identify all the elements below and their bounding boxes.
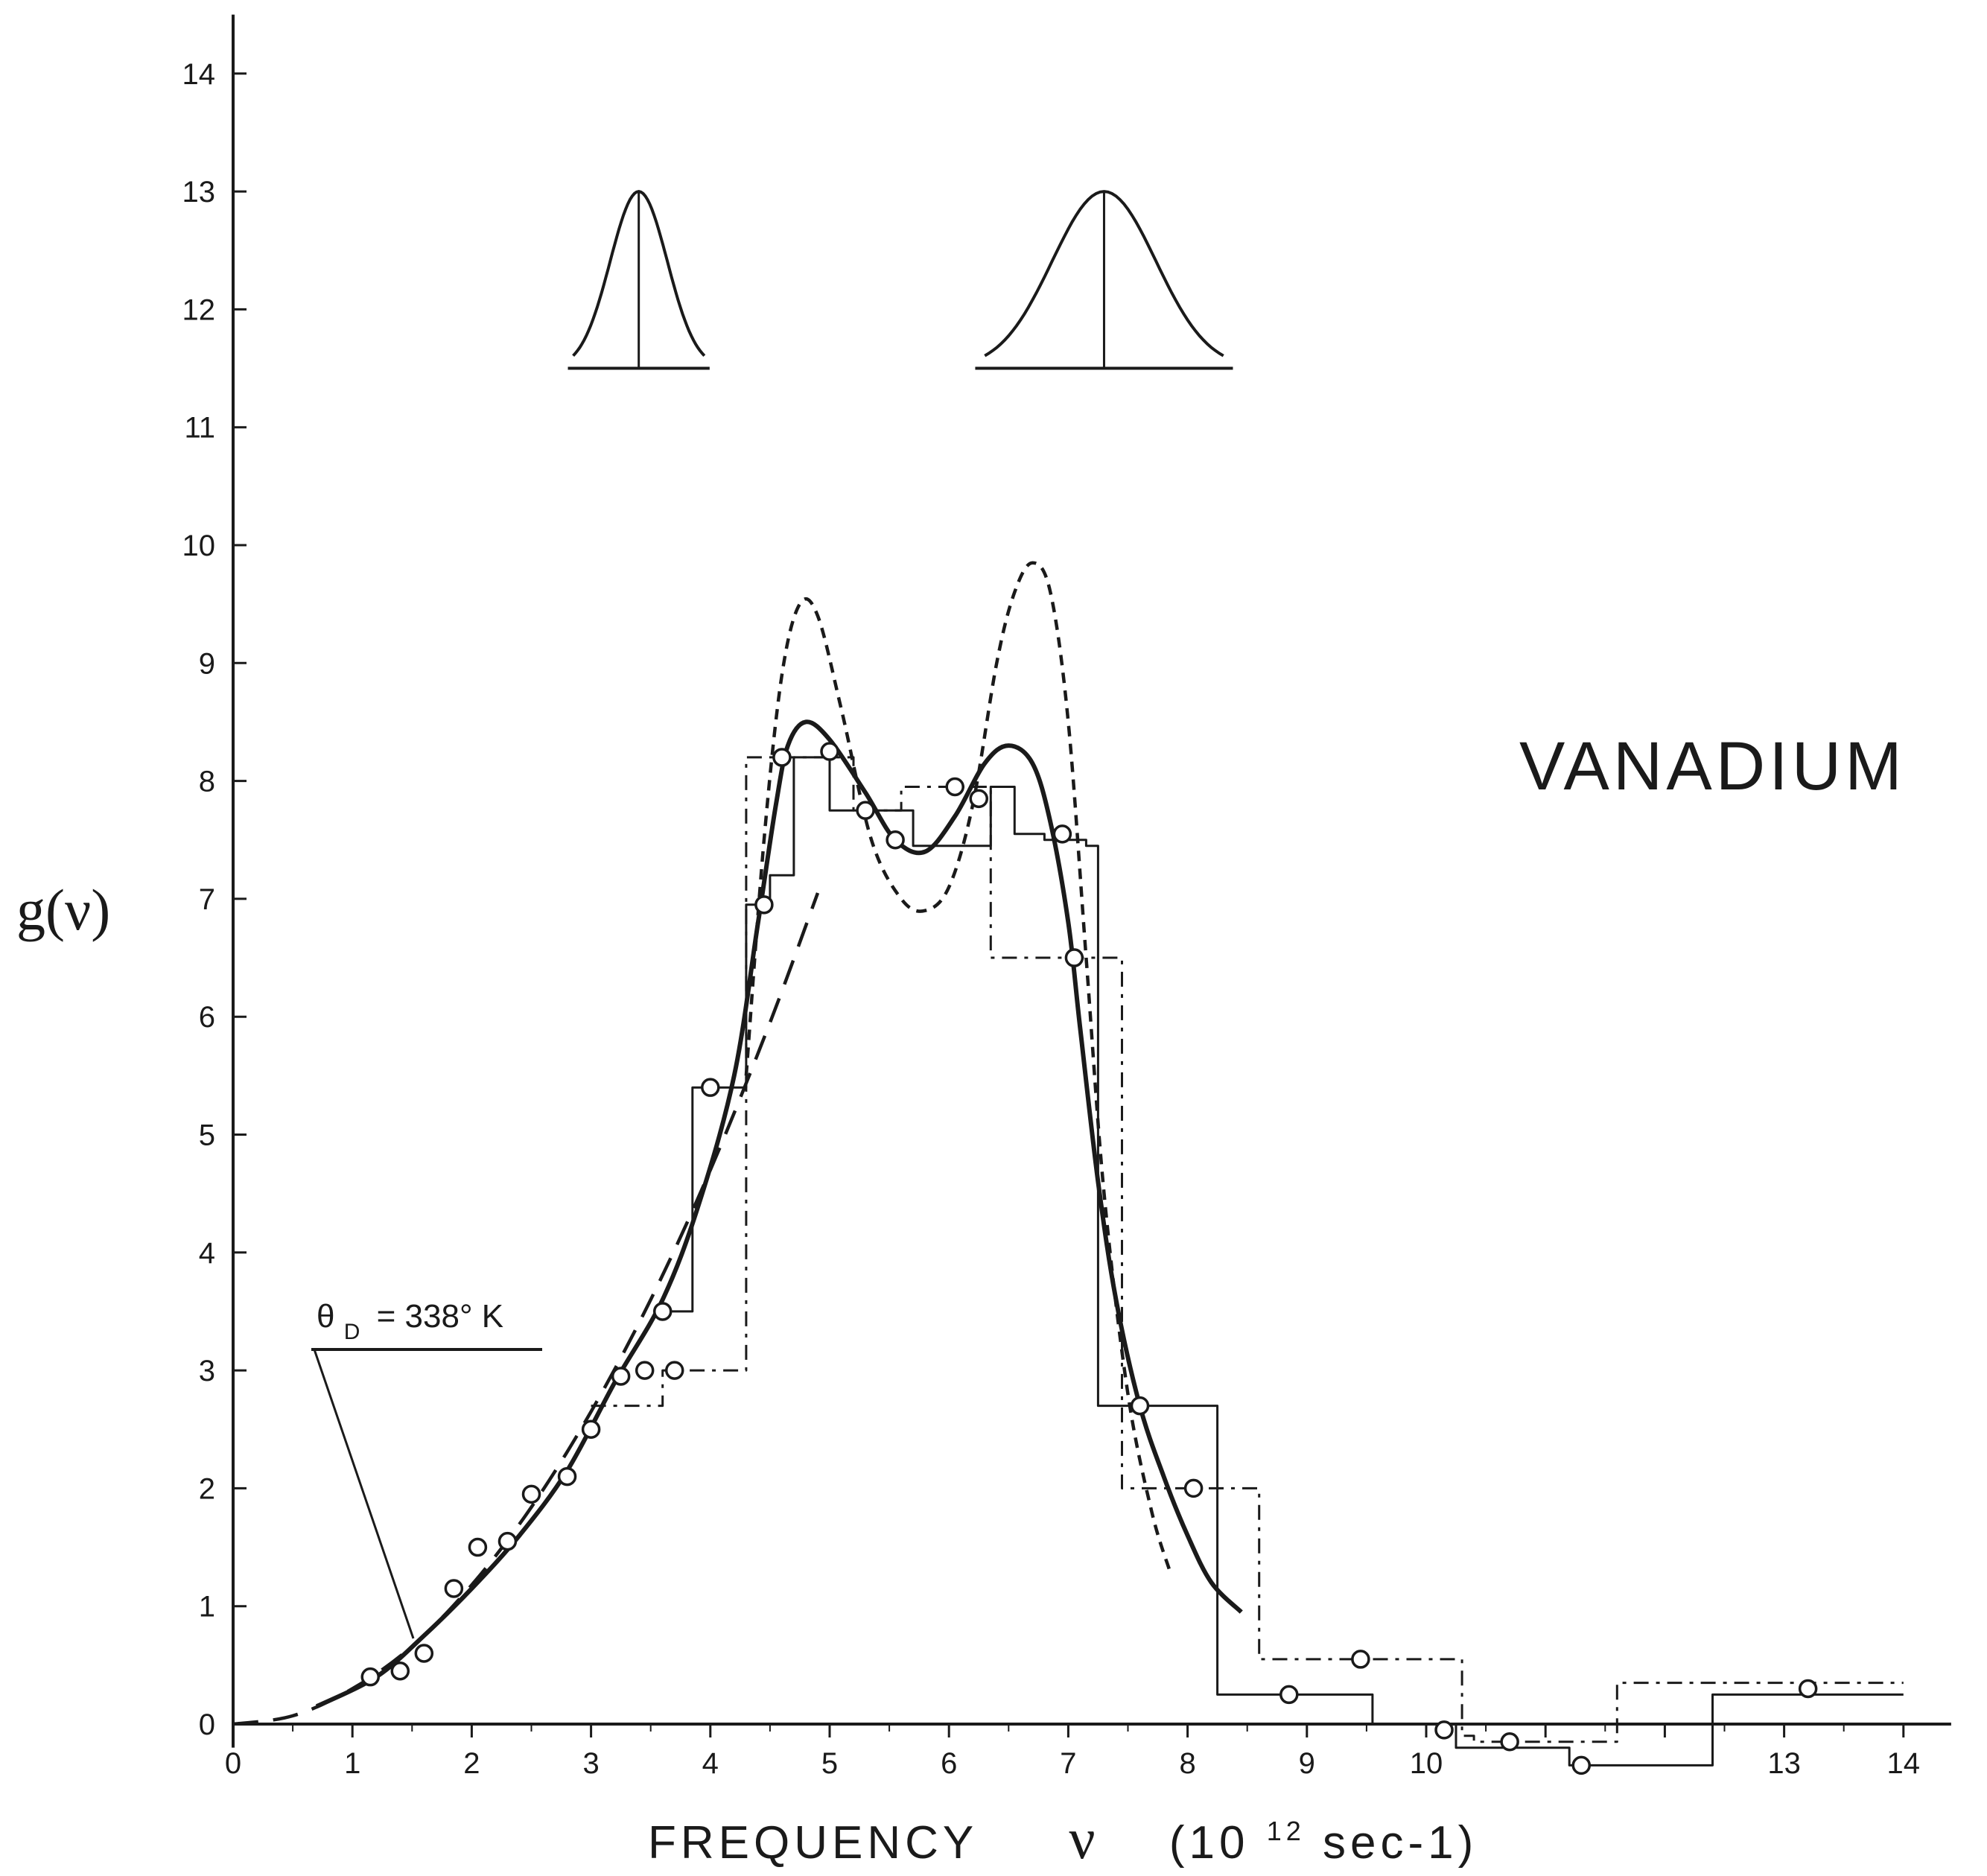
- data-point: [611, 1367, 631, 1386]
- y-tick-label: 14: [182, 58, 216, 91]
- data-point: [664, 1361, 684, 1380]
- data-point: [1798, 1679, 1818, 1699]
- data-point: [390, 1662, 410, 1681]
- data-points: [360, 742, 1818, 1775]
- series-solid-curve: [315, 719, 1243, 1708]
- y-tick-label: 9: [199, 647, 215, 680]
- x-axis-label-unit-open: (10: [1169, 1817, 1250, 1869]
- y-tick-label: 8: [199, 766, 215, 798]
- y-tick-label: 5: [199, 1119, 215, 1152]
- chart-series: [232, 561, 1904, 1767]
- data-point: [1052, 824, 1072, 844]
- x-tick-label: 4: [702, 1747, 719, 1780]
- y-axis-label: g(ν): [16, 877, 110, 942]
- y-tick-label: 0: [199, 1708, 215, 1741]
- x-axis-label-unit-close: sec-1): [1323, 1817, 1478, 1869]
- data-point: [444, 1579, 464, 1598]
- x-tick-label: 13: [1767, 1747, 1801, 1780]
- data-point: [360, 1667, 380, 1687]
- chart-frame: [232, 14, 1951, 1748]
- y-tick-label: 7: [199, 883, 215, 916]
- data-point: [856, 801, 875, 820]
- data-point: [521, 1484, 541, 1504]
- data-point: [701, 1078, 720, 1097]
- data-point: [820, 742, 839, 761]
- x-axis-label-unit-exp: 12: [1267, 1816, 1306, 1846]
- x-tick-label: 2: [463, 1747, 480, 1780]
- x-tick-label: 5: [821, 1747, 838, 1780]
- data-point: [497, 1531, 518, 1551]
- debye-annotation-leader: [313, 1349, 415, 1639]
- data-point: [1571, 1755, 1592, 1775]
- debye-symbol: θ: [317, 1298, 334, 1335]
- x-tick-label: 7: [1060, 1747, 1076, 1780]
- x-tick-label: 6: [941, 1747, 957, 1780]
- data-point: [1434, 1720, 1454, 1740]
- x-tick-label: 1: [344, 1747, 360, 1780]
- data-point: [1500, 1732, 1519, 1752]
- y-tick-label: 10: [182, 530, 216, 562]
- data-point: [414, 1644, 434, 1663]
- x-tick-label: 3: [582, 1747, 599, 1780]
- data-point: [754, 895, 774, 915]
- y-tick-label: 1: [199, 1591, 215, 1624]
- data-point: [1183, 1478, 1204, 1498]
- x-tick-label: 0: [225, 1747, 241, 1780]
- y-tick-label: 4: [199, 1237, 215, 1270]
- x-axis-label: FREQUENCY ν (10 12 sec-1): [648, 1799, 1478, 1871]
- y-tick-label: 13: [182, 176, 216, 209]
- y-tick-label: 2: [199, 1472, 215, 1505]
- data-point: [1279, 1685, 1299, 1705]
- data-point: [886, 830, 905, 850]
- series-dotted-curve: [744, 561, 1171, 1571]
- series-solid-histogram: [662, 756, 1904, 1767]
- data-point: [1064, 948, 1084, 967]
- resolution-peaks: [568, 190, 1233, 370]
- y-tick-label: 11: [184, 412, 215, 445]
- debye-subscript: D: [344, 1320, 360, 1344]
- x-tick-label: 10: [1410, 1747, 1443, 1780]
- data-point: [635, 1361, 655, 1380]
- data-point: [468, 1537, 488, 1557]
- series-dash-dot-histogram: [591, 756, 1904, 1743]
- x-tick-label: 14: [1887, 1747, 1921, 1780]
- debye-annotation: θ D = 338° K: [317, 1298, 503, 1346]
- data-point: [969, 789, 988, 809]
- data-point: [945, 777, 964, 797]
- y-tick-label: 12: [182, 293, 216, 326]
- debye-value: = 338° K: [377, 1298, 504, 1335]
- x-axis-label-prefix: FREQUENCY: [648, 1817, 977, 1869]
- data-point: [1130, 1396, 1150, 1416]
- x-tick-label: 9: [1299, 1747, 1315, 1780]
- vanadium-label: VANADIUM: [1519, 728, 1906, 804]
- x-tick-label: 8: [1179, 1747, 1195, 1780]
- data-point: [581, 1419, 601, 1439]
- y-tick-label: 3: [199, 1355, 215, 1387]
- data-point: [652, 1302, 673, 1321]
- series-dashed-debye: [232, 892, 820, 1726]
- data-point: [772, 748, 792, 767]
- y-tick-label: 6: [199, 1001, 215, 1034]
- data-point: [1351, 1650, 1370, 1669]
- x-axis-label-symbol: ν: [1069, 1806, 1099, 1871]
- data-point: [557, 1466, 577, 1487]
